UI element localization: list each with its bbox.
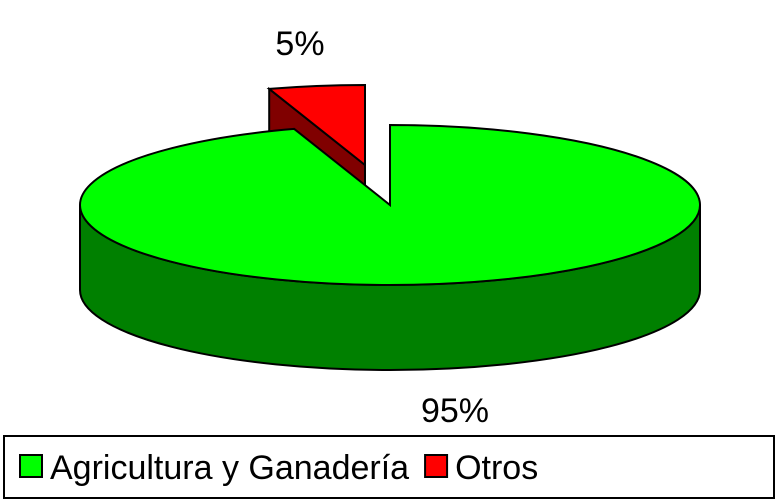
legend-box xyxy=(3,435,775,499)
legend-swatch xyxy=(19,454,43,478)
slice xyxy=(79,123,701,286)
legend-swatch xyxy=(424,454,449,478)
legend-label: Agricultura y Ganadería xyxy=(50,449,409,487)
slice xyxy=(266,83,366,168)
data-label: 5% xyxy=(275,25,324,63)
legend-label: Otros xyxy=(455,449,538,487)
data-label: 95% xyxy=(421,392,489,430)
